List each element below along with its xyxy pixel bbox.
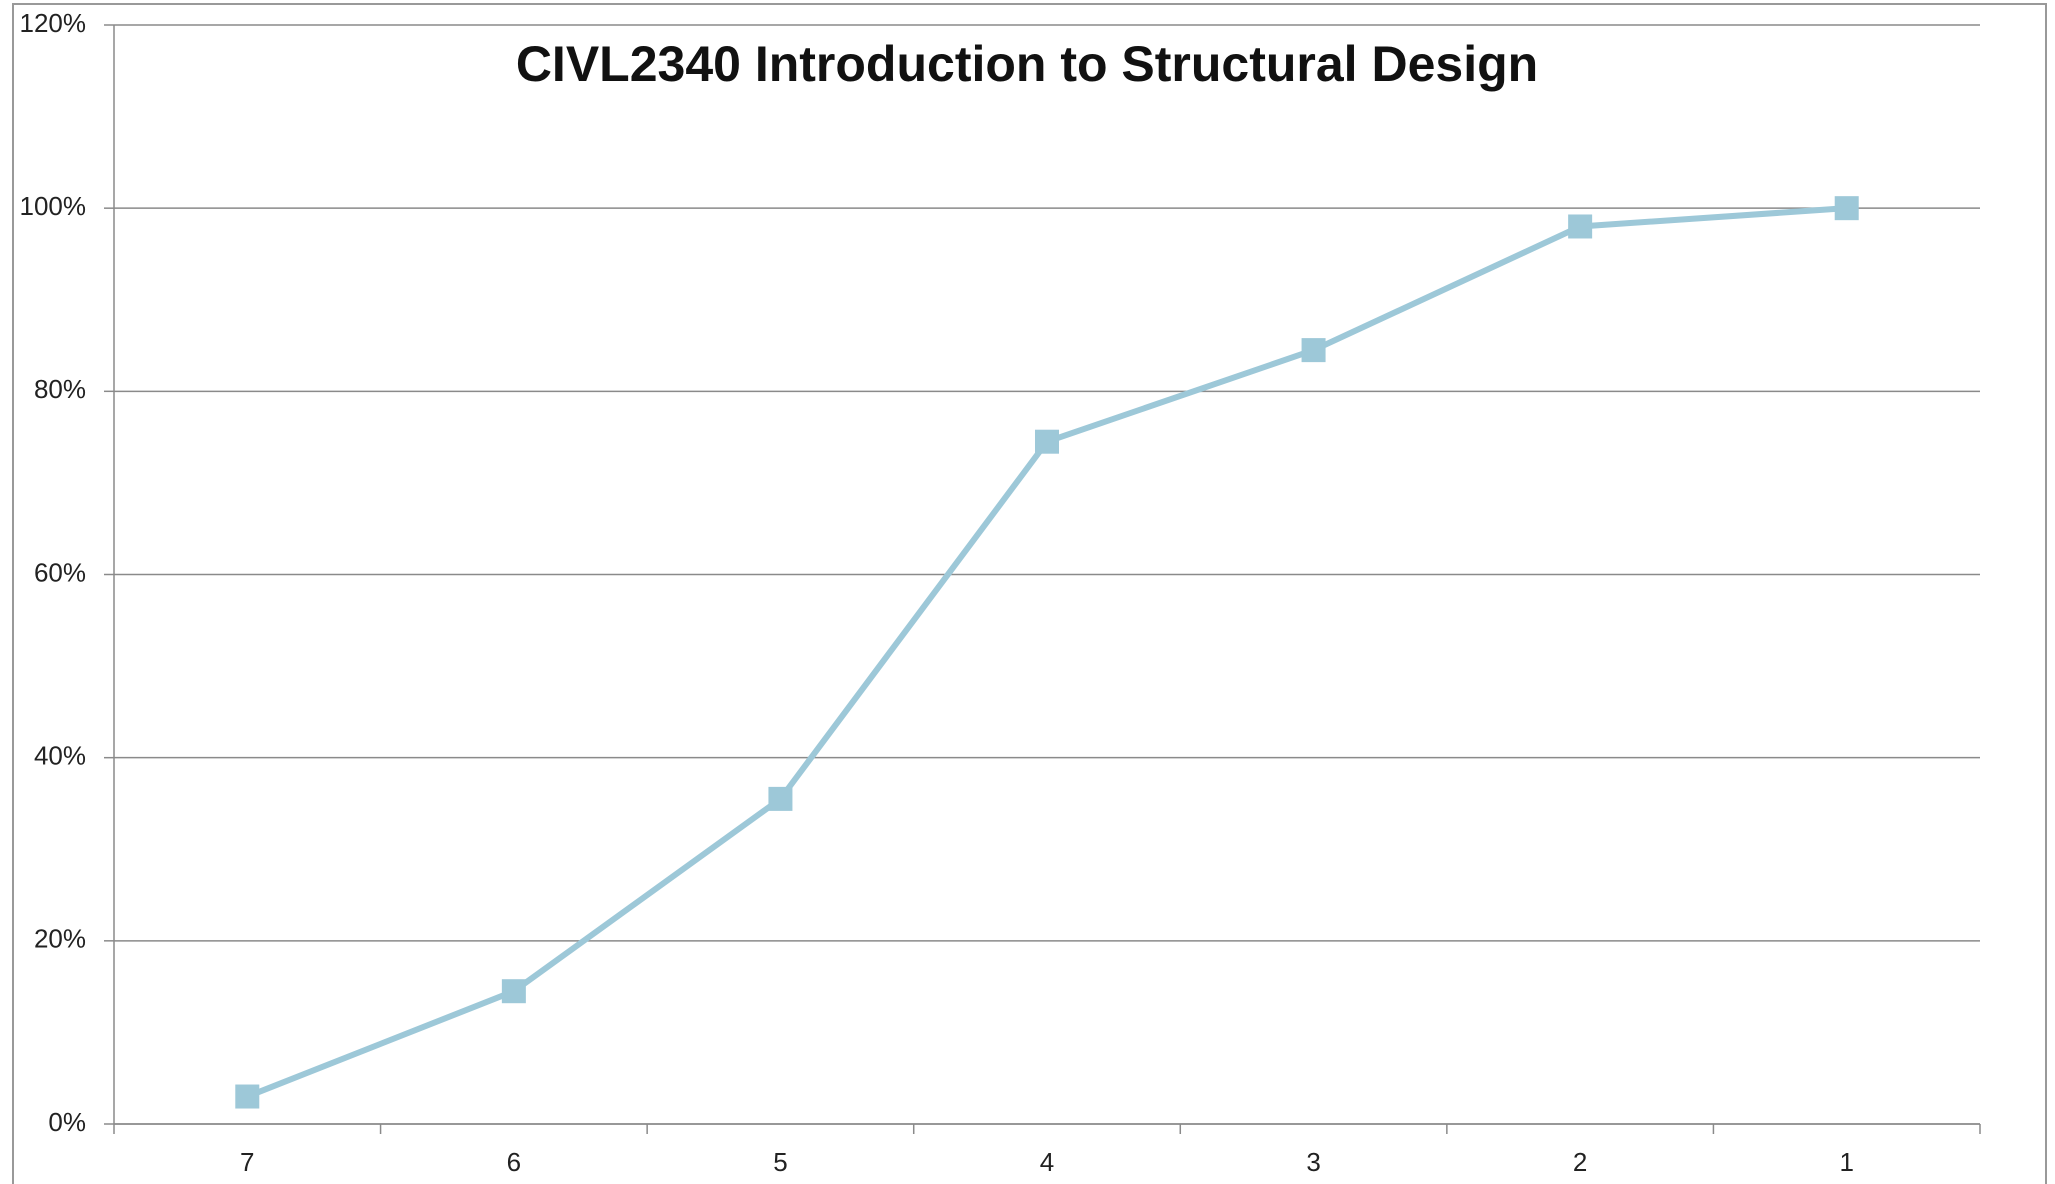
line (246, 205, 1847, 1100)
y-tick-label: 40% (34, 741, 86, 771)
x-tick-label: 2 (1573, 1147, 1587, 1177)
y-tick-label: 60% (34, 557, 86, 587)
marker (1035, 429, 1059, 454)
x-tick-label: 5 (773, 1147, 787, 1177)
y-tick-label: 80% (34, 374, 86, 404)
y-tick-label: 100% (20, 191, 87, 221)
y-tick-label: 120% (20, 8, 87, 38)
x-tick-label: 1 (1839, 1147, 1853, 1177)
marker (501, 979, 526, 1004)
x-tick-label: 3 (1306, 1147, 1320, 1177)
y-tick-label: 20% (34, 924, 86, 954)
marker (235, 1084, 260, 1109)
x-tick-label: 6 (507, 1147, 521, 1177)
y-tick-label: 0% (48, 1107, 86, 1137)
marker (1834, 196, 1859, 221)
x-tick-label: 7 (240, 1147, 254, 1177)
marker (768, 786, 793, 811)
chart-title: CIVL2340 Introduction to Structural Desi… (516, 36, 1538, 92)
chart-border (12, 3, 2047, 1184)
marker (1301, 338, 1326, 363)
marker (1568, 214, 1593, 239)
x-tick-label: 4 (1040, 1147, 1054, 1177)
